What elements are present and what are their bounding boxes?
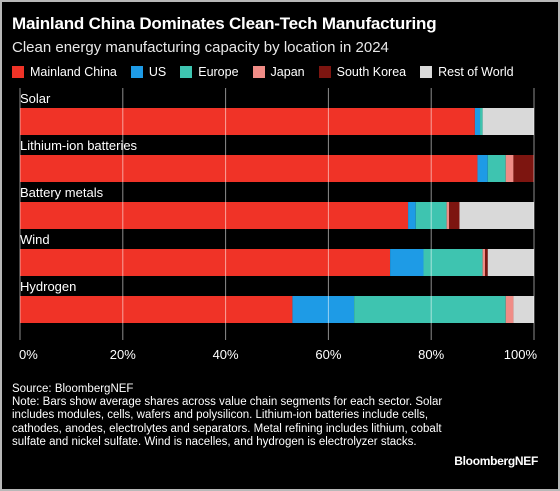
legend-item: South Korea — [318, 65, 407, 79]
bar-segment — [20, 108, 475, 135]
legend-item: US — [130, 65, 167, 79]
bar-segment — [20, 202, 409, 229]
source-text: Source: BloombergNEF — [12, 383, 134, 395]
legend-swatch — [252, 66, 265, 78]
category-label: Battery metals — [20, 185, 104, 200]
chart-notes: Source: BloombergNEF Note: Bars show ave… — [12, 383, 452, 449]
x-tick-label: 100% — [504, 347, 538, 362]
chart-title: Mainland China Dominates Clean-Tech Manu… — [12, 14, 437, 33]
legend-label: Europe — [198, 65, 239, 79]
bar-segment — [292, 296, 355, 323]
bar-segment — [487, 155, 506, 182]
category-label: Hydrogen — [20, 279, 76, 294]
legend-label: Mainland China — [30, 65, 117, 79]
bar-segment — [505, 155, 514, 182]
bar-segment — [20, 155, 478, 182]
x-tick-label: 20% — [110, 347, 136, 362]
category-label: Solar — [20, 91, 51, 106]
bar-segment — [474, 108, 481, 135]
x-tick-label: 40% — [213, 347, 239, 362]
note-text: Note: Bars show average shares across va… — [12, 396, 443, 448]
bar-segment — [408, 202, 416, 229]
bar-segment — [482, 249, 486, 276]
chart-legend: Mainland China US Europe Japan South Korea Re… — [12, 65, 528, 79]
bar-segment — [20, 249, 391, 276]
bar-segment — [459, 202, 534, 229]
legend-item: Japan — [252, 65, 305, 79]
x-tick-label: 80% — [418, 347, 444, 362]
legend-swatch — [12, 66, 24, 78]
legend-label: US — [148, 65, 167, 79]
bar-segment — [505, 296, 514, 323]
legend-swatch — [318, 66, 331, 78]
x-tick-label: 0% — [19, 347, 38, 362]
x-tick-label: 60% — [315, 347, 341, 362]
legend-label: Japan — [270, 65, 305, 79]
bar-segment — [485, 249, 488, 276]
legend-item: Mainland China — [12, 65, 117, 79]
legend-swatch — [180, 66, 193, 78]
legend-swatch — [130, 66, 143, 78]
bar-segment — [477, 155, 488, 182]
bar-segment — [513, 155, 534, 182]
chart-subtitle: Clean energy manufacturing capacity by l… — [12, 39, 389, 56]
bar-segment — [480, 108, 483, 135]
legend-swatch — [420, 66, 433, 78]
category-label: Lithium-ion batteries — [20, 138, 138, 153]
brand-logo: BloombergNEF — [454, 454, 538, 468]
legend-label: South Korea — [336, 65, 407, 79]
legend-label: Rest of World — [438, 65, 514, 79]
bar-segment — [423, 249, 483, 276]
category-label: Wind — [20, 232, 50, 247]
bar-segment — [487, 249, 534, 276]
bar-segment — [446, 202, 450, 229]
bar-segment — [449, 202, 460, 229]
bar-segment — [482, 108, 534, 135]
bar-segment — [354, 296, 506, 323]
bar-segment — [390, 249, 424, 276]
legend-item: Europe — [180, 65, 239, 79]
legend-item: Rest of World — [420, 65, 514, 79]
bar-segment — [513, 296, 534, 323]
bar-segment — [20, 296, 293, 323]
